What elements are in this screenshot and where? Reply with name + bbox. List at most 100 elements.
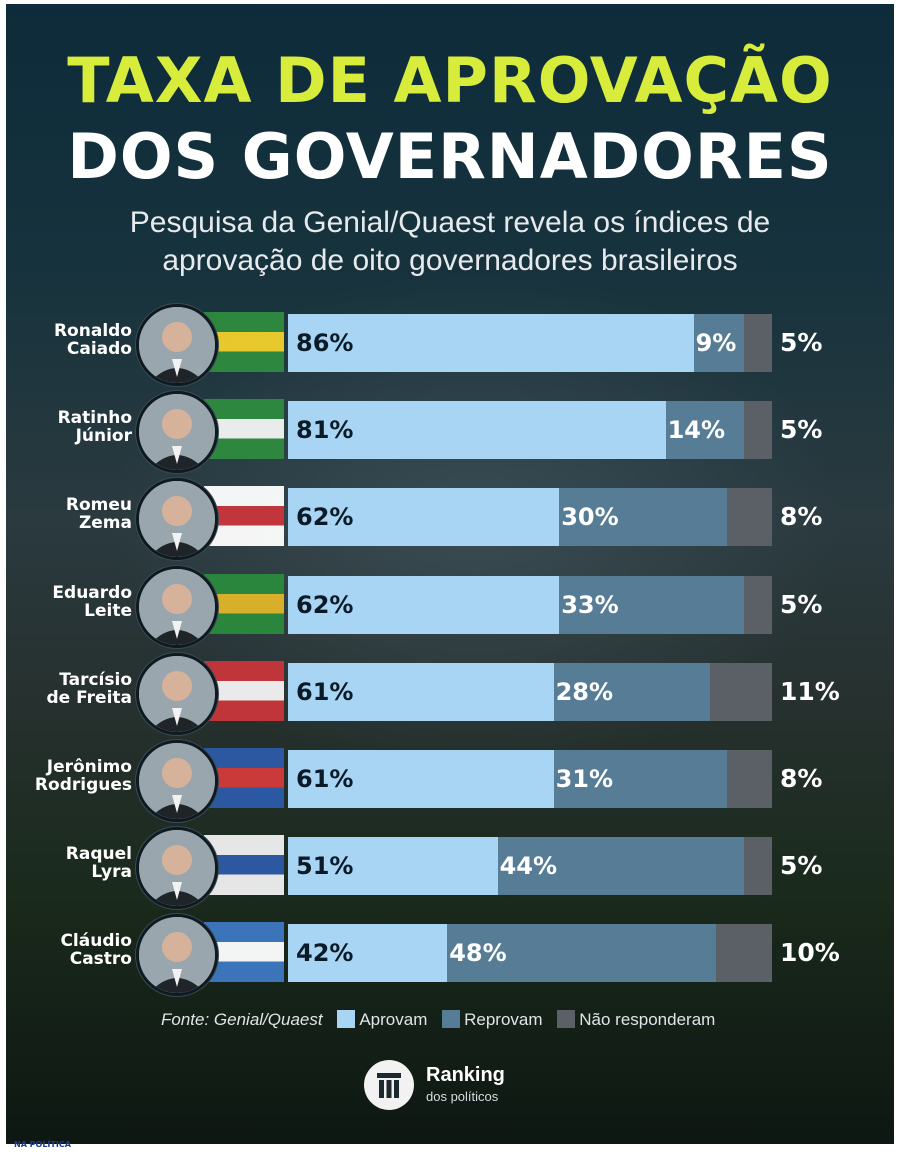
legend-label-aprovam: Aprovam: [359, 1010, 428, 1029]
value-label-reprovam: 28%: [555, 677, 614, 706]
governor-name: Ronaldo Caiado: [16, 322, 132, 358]
value-label-aprovam: 51%: [296, 852, 354, 881]
bar-reprovam: [665, 401, 744, 460]
value-label-reprovam: 48%: [449, 939, 507, 968]
governor-photo: [136, 565, 218, 648]
value-label-nao-responderam: 5%: [780, 851, 823, 881]
governor-photo: [136, 740, 218, 822]
chart-row: Jerônimo Rodrigues 61% 31% 8%: [6, 736, 894, 824]
bar-aprovam: [288, 575, 560, 634]
value-label-reprovam: 31%: [555, 765, 614, 793]
bar-nao-responderam: [716, 924, 772, 983]
chart-row: Romeu Zema 62% 30% 8%: [6, 474, 894, 562]
bar-nao-responderam: [727, 488, 772, 547]
governor-name-line: Caiado: [66, 339, 132, 359]
governor-photo: [136, 478, 218, 561]
chart-row: Eduardo Leite 62% 33% 5%: [6, 562, 894, 650]
value-label-aprovam: 61%: [296, 765, 354, 793]
legend-label-reprovam: Reprovam: [464, 1010, 543, 1029]
value-label-nao-responderam: 5%: [780, 589, 823, 619]
governor-photo: [136, 914, 218, 997]
governor-name: Ratinho Júnior: [16, 409, 132, 445]
value-label-aprovam: 62%: [296, 590, 354, 619]
value-label-reprovam: 33%: [561, 590, 619, 619]
governor-name-line: Lyra: [91, 862, 132, 883]
governor-photo: [136, 304, 218, 386]
bar-nao-responderam: [744, 575, 772, 634]
governor-name-line: Castro: [69, 949, 132, 970]
bar-reprovam: [553, 662, 711, 721]
title-line-2: DOS GOVERNADORES: [67, 120, 833, 193]
value-label-aprovam: 86%: [296, 329, 354, 357]
governor-name-line: Raquel: [65, 844, 132, 865]
value-label-nao-responderam: 10%: [780, 938, 840, 968]
bar-reprovam: [497, 837, 744, 896]
bar-reprovam: [559, 575, 744, 634]
legend: Fonte: Genial/Quaest Aprovam Reprovam Nã…: [161, 1008, 715, 1032]
chart-row: Raquel Lyra 51% 44% 5%: [6, 823, 894, 911]
bar-aprovam: [288, 488, 560, 547]
governor-name-line: Júnior: [75, 426, 132, 447]
governor-name: Eduardo Leite: [16, 584, 132, 620]
value-label-aprovam: 42%: [296, 939, 354, 968]
watermark-text: NA POLÍTICA: [14, 1140, 71, 1149]
governor-name-line: Leite: [84, 600, 132, 621]
legend-label-nao-responderam: Não responderam: [579, 1010, 716, 1029]
bar-nao-responderam: [727, 750, 772, 808]
governor-name: Jerônimo Rodrigues: [16, 758, 132, 794]
bar-nao-responderam: [744, 314, 772, 372]
value-label-aprovam: 61%: [296, 677, 354, 706]
bar-aprovam: [288, 314, 694, 372]
value-label-nao-responderam: 8%: [780, 764, 823, 793]
governor-photo: [136, 652, 218, 735]
ranking-logo-icon: [364, 1060, 414, 1110]
bar-reprovam: [559, 488, 728, 547]
chart-row: Tarcísio de Freita 61% 28% 11%: [6, 649, 894, 737]
title-line-1: TAXA DE APROVAÇÃO: [67, 44, 833, 117]
bar-reprovam: [447, 924, 716, 983]
value-label-reprovam: 44%: [499, 852, 558, 881]
governor-name-line: Romeu: [65, 495, 132, 516]
value-label-reprovam: 14%: [667, 416, 726, 445]
legend-swatch-nao-responderam: [557, 1010, 576, 1028]
bar-aprovam: [288, 750, 554, 808]
bar-nao-responderam: [744, 401, 772, 460]
governor-photo: [136, 391, 218, 474]
subtitle-line-1: Pesquisa da Genial/Quaest revela os índi…: [129, 206, 771, 239]
value-label-reprovam: 30%: [561, 503, 619, 532]
value-label-nao-responderam: 11%: [780, 676, 840, 706]
bar-aprovam: [288, 401, 666, 460]
logo-subtitle: dos políticos: [426, 1089, 499, 1104]
governor-name-line: Rodrigues: [34, 775, 132, 795]
governor-name-line: Tarcísio: [59, 669, 132, 690]
governor-name-line: Jerônimo: [46, 757, 132, 777]
governor-name-line: Ronaldo: [53, 321, 132, 341]
logo-name: Ranking: [426, 1064, 505, 1086]
bar-reprovam: [553, 750, 728, 808]
governor-name-line: de Freita: [46, 687, 132, 708]
value-label-nao-responderam: 8%: [780, 502, 823, 532]
governor-name-line: Zema: [78, 513, 132, 534]
watermark-logo: NA POLÍTICA: [14, 1140, 71, 1149]
chart-row: Ronaldo Caiado 86% 9% 5%: [6, 300, 894, 388]
bar-nao-responderam: [744, 837, 772, 896]
source-text: Fonte: Genial/Quaest: [161, 1010, 323, 1029]
bar-aprovam: [288, 924, 448, 983]
legend-swatch-reprovam: [442, 1010, 461, 1028]
subtitle-line-2: aprovação de oito governadores brasileir…: [162, 244, 738, 277]
governor-name: Raquel Lyra: [16, 845, 132, 881]
infographic-card: TAXA DE APROVAÇÃO DOS GOVERNADORES Pesqu…: [6, 4, 894, 1144]
governor-name: Romeu Zema: [16, 496, 132, 532]
subtitle: Pesquisa da Genial/Quaest revela os índi…: [6, 204, 894, 280]
governor-name-line: Ratinho: [57, 408, 132, 429]
value-label-reprovam: 9%: [695, 329, 737, 357]
chart-row: Cláudio Castro 42% 48% 10%: [6, 910, 894, 998]
value-label-aprovam: 81%: [296, 416, 354, 445]
chart-row: Ratinho Júnior 81% 14% 5%: [6, 387, 894, 475]
governor-name-line: Eduardo: [52, 582, 132, 603]
value-label-aprovam: 62%: [296, 503, 354, 532]
legend-swatch-aprovam: [337, 1010, 356, 1028]
governor-name-line: Cláudio: [60, 931, 132, 952]
governor-name: Cláudio Castro: [16, 932, 132, 968]
governor-name: Tarcísio de Freita: [16, 671, 132, 707]
